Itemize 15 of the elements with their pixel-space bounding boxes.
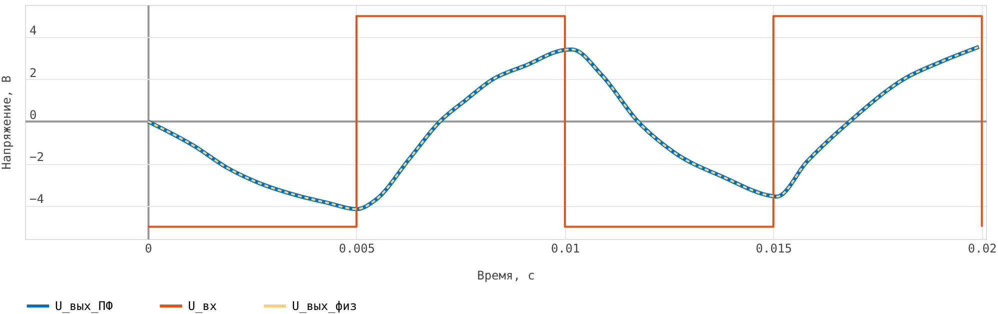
legend-label: U_вых_ПФ [55, 299, 113, 313]
y-tick-label: 4 [30, 24, 37, 38]
y-axis-title: Напряжение, В [0, 76, 14, 170]
x-tick-label: 0.01 [550, 242, 580, 256]
legend-label: U_вых_физ [292, 299, 358, 313]
x-tick-label: 0.015 [756, 242, 792, 256]
y-tick-label: 2 [30, 66, 37, 80]
x-tick-label: 0.005 [338, 242, 376, 256]
y-tick-label: 0 [30, 108, 37, 122]
x-tick-label: 0 [144, 242, 152, 256]
y-tick-label: −2 [30, 150, 44, 164]
legend-label: U_вх [188, 299, 217, 313]
y-tick-label: −4 [30, 192, 44, 206]
x-tick-label: 0.02 [968, 242, 997, 256]
x-axis-title: Время, с [477, 268, 535, 282]
